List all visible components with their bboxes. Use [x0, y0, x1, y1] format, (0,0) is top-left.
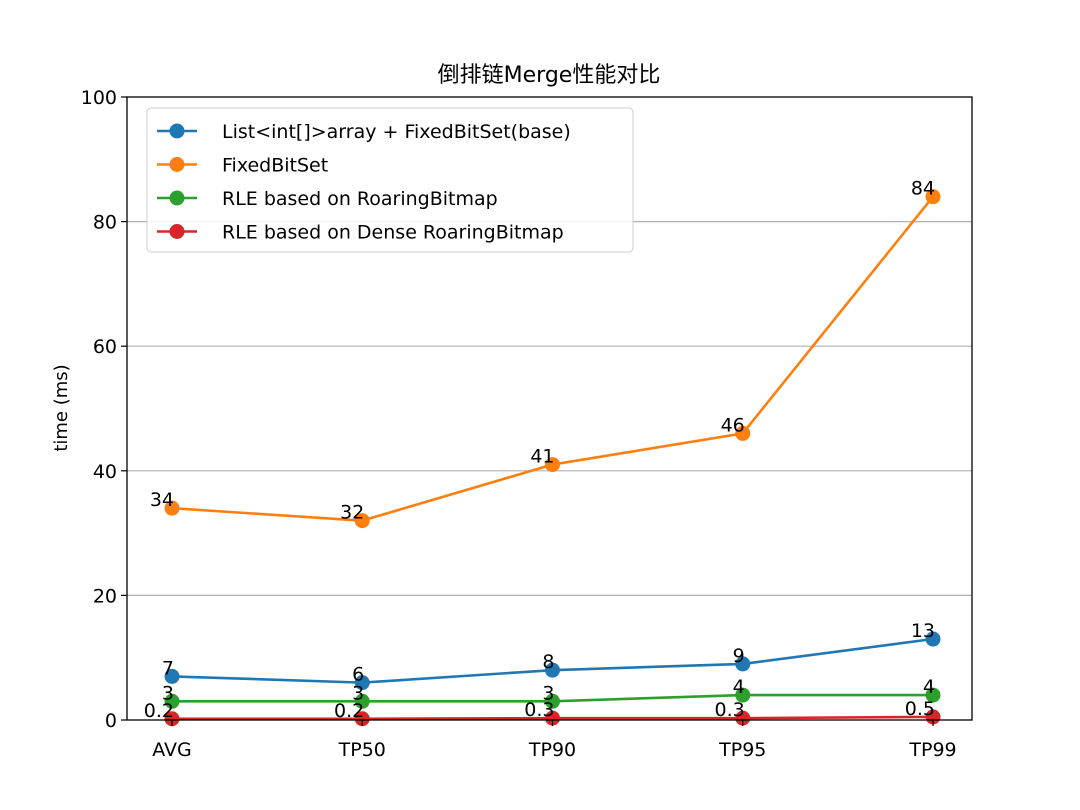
data-label: 7 [162, 657, 174, 679]
legend-entry: List<int[]>array + FixedBitSet(base) [222, 121, 571, 143]
data-point [735, 687, 751, 703]
data-label: 8 [542, 651, 554, 673]
data-label: 0.5 [905, 698, 935, 720]
data-label: 0.2 [334, 700, 364, 722]
x-tick-label: TP90 [528, 739, 576, 761]
data-label: 41 [530, 446, 554, 468]
y-tick-label: 100 [81, 87, 117, 109]
data-label: 3 [352, 682, 364, 704]
legend-entry: RLE based on RoaringBitmap [222, 188, 498, 210]
legend-marker [169, 224, 185, 239]
data-label: 0.2 [144, 700, 174, 722]
data-point [354, 675, 370, 691]
series-group [164, 189, 941, 727]
legend-entry: RLE based on Dense RoaringBitmap [222, 222, 564, 244]
data-label: 32 [340, 502, 364, 524]
data-label: 13 [911, 620, 935, 642]
x-tick-label: TP50 [338, 739, 386, 761]
data-point [164, 711, 180, 727]
legend: List<int[]>array + FixedBitSet(base) Fixe… [146, 107, 634, 253]
data-point [925, 189, 941, 205]
data-label: 6 [352, 664, 364, 686]
data-point [164, 693, 180, 709]
data-point [545, 457, 560, 473]
data-point [545, 693, 560, 709]
y-axis-label: time (ms) [51, 364, 72, 451]
data-point [925, 687, 941, 703]
data-label: 34 [150, 489, 174, 511]
gridlines [127, 221, 972, 597]
legend-marker [169, 157, 185, 172]
y-tick-label: 40 [93, 461, 117, 483]
data-label: 84 [911, 178, 935, 200]
y-tick-label: 60 [93, 336, 117, 358]
data-label: 0.3 [715, 699, 745, 721]
data-point [735, 425, 751, 441]
y-axis: 0 20 40 60 80 100 [81, 87, 127, 732]
data-point [164, 668, 180, 684]
legend-marker [169, 190, 185, 206]
data-label: 3 [542, 682, 554, 704]
data-point [735, 710, 751, 726]
data-point [354, 711, 370, 727]
legend-box [146, 107, 634, 253]
data-point [735, 656, 751, 672]
data-point [354, 513, 370, 529]
data-point [545, 662, 560, 678]
data-label: 4 [733, 676, 745, 698]
data-point [354, 693, 370, 709]
x-axis: AVG TP50 TP90 TP95 TP99 [152, 720, 957, 761]
data-point [545, 710, 560, 726]
data-label: 4 [923, 676, 935, 698]
data-point [925, 631, 941, 647]
data-point [164, 500, 180, 516]
data-label: 3 [162, 682, 174, 704]
y-tick-label: 80 [93, 212, 117, 234]
chart-title: 倒排链Merge性能对比 [438, 63, 661, 88]
x-tick-label: TP95 [718, 739, 766, 761]
legend-entry: FixedBitSet [222, 155, 328, 177]
data-label: 46 [721, 414, 745, 436]
x-tick-label: AVG [152, 739, 192, 761]
x-tick-label: TP99 [908, 739, 956, 761]
data-label: 9 [733, 645, 745, 667]
data-label: 0.3 [524, 699, 554, 721]
plot-frame [126, 96, 973, 721]
legend-marker [169, 123, 185, 139]
y-tick-label: 0 [105, 710, 117, 732]
y-tick-label: 20 [93, 585, 117, 607]
